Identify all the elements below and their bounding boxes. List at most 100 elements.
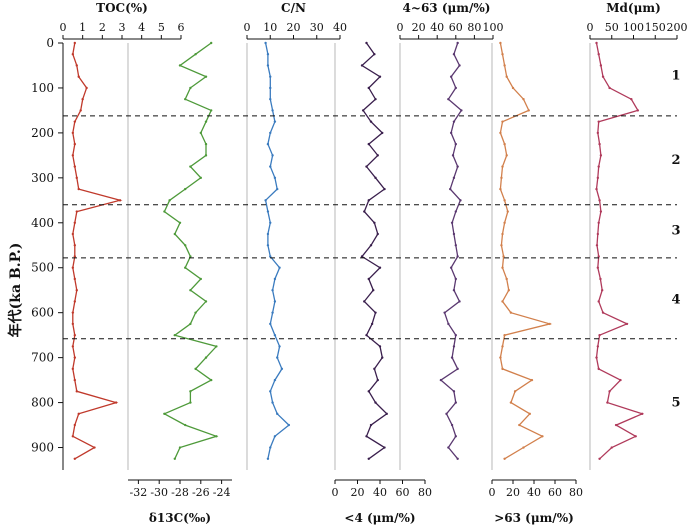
panel-2-point-15 [266,210,270,213]
panel-2-point-0 [264,41,267,45]
panel-1-point-31 [189,390,192,393]
panel-3-point-7 [369,120,373,123]
panel-0-point-16 [73,221,77,224]
panel-0: 0 1 2 3 4 5 6 TOC(%) [60,1,185,470]
panel-5-point-20 [501,266,504,269]
panel-4-point-37 [456,457,459,460]
panel-5-tick-label-4: 80 [569,486,583,499]
panel-5-point-4 [511,86,515,90]
panel-1-point-19 [189,255,192,258]
panel-5-point-13 [499,187,502,191]
panel-0-point-4 [85,86,88,90]
panel-5-point-5 [522,97,525,101]
panel-4-tick-label-5: 100 [483,21,504,34]
panel-1-point-16 [178,221,182,224]
panel-6-point-3 [601,75,605,78]
panel-6-series-line [595,42,645,460]
panel-5-point-28 [499,356,502,359]
panel-4-point-9 [454,142,457,146]
panel-5-tick-label-3: 60 [548,486,562,499]
panel-1-point-30 [210,378,213,382]
panel-4-point-25 [447,322,450,326]
panel-0-point-15 [75,210,78,213]
panel-1-point-12 [199,176,202,180]
panel-5-point-29 [501,367,504,371]
panel-3-tick-label-3: 60 [396,486,410,499]
panel-4-point-14 [459,199,462,202]
panel-4-point-3 [449,75,453,78]
panel-6-point-13 [595,187,598,191]
panel-5-point-25 [548,322,551,326]
panel-5-point-10 [505,154,508,157]
panel-6-tick-label-0: 0 [587,21,594,34]
panel-3-point-25 [370,322,374,326]
panel-3-point-11 [365,165,368,168]
panel-5-point-24 [509,311,513,314]
panel-1-series-line [162,42,219,460]
panel-6-point-20 [596,266,600,269]
panel-1-point-20 [184,266,187,269]
panel-4-point-16 [450,221,454,224]
panel-5-point-26 [503,333,506,337]
panel-6-point-4 [608,86,611,90]
panel-3-tick-label-2: 40 [373,486,387,499]
panel-5-series-line [499,42,553,460]
panel-5-point-7 [501,120,504,123]
panel-4-point-7 [452,120,456,123]
panel-4-point-29 [456,367,459,371]
panel-0-point-33 [77,412,80,416]
panel-4-point-12 [452,176,456,180]
y-axis-label: 年代(ka B.P.) [7,243,24,338]
panel-0-point-0 [73,41,77,45]
panel-3-point-37 [367,457,370,460]
panel-0-point-5 [81,97,84,101]
panel-0-point-14 [118,199,122,202]
panel-5-point-2 [503,64,506,67]
panel-6-point-8 [596,131,600,135]
panel-4-tick-label-0: 0 [397,21,404,34]
y-tick-label-4: 400 [31,216,54,230]
panel-1-point-33 [163,412,166,416]
panel-0-point-10 [71,154,75,157]
panel-5-point-33 [528,412,531,416]
panel-0-point-23 [73,300,77,303]
panel-0-point-32 [114,401,118,404]
panel-6-point-30 [619,378,622,382]
zone-boundaries [63,115,677,340]
panel-4-point-17 [452,232,456,236]
panel-0-point-36 [93,446,96,449]
panel-3-point-26 [365,333,368,337]
panel-2-tick-label-2: 20 [287,21,301,34]
panel-3: 0 20 40 60 80<4 (μm/%) [332,41,432,525]
panel-0-point-3 [77,75,80,78]
panel-6-point-26 [598,333,601,337]
panel-4-point-26 [454,333,457,337]
panel-3-point-5 [374,97,377,101]
panel-6-tick-label-4: 200 [667,21,688,34]
y-tick-label-6: 600 [31,306,54,320]
zone-label-1: 2 [671,153,680,168]
panel-0-tick-label-0: 0 [60,21,67,34]
panel-4-point-22 [452,289,456,292]
panel-5-point-8 [499,131,502,135]
panel-3-point-32 [374,401,377,404]
panel-4-point-4 [454,86,457,90]
panel-6-point-15 [599,210,603,213]
panel-2-point-33 [276,412,279,416]
panel-4-point-6 [460,109,463,112]
panel-1-point-34 [184,423,187,427]
panel-5-tick-label-1: 20 [506,486,520,499]
panel-4-point-19 [456,255,459,258]
panel-2-point-17 [266,232,270,236]
panel-0-point-2 [75,64,78,67]
panel-2-point-29 [280,367,284,371]
zone-labels: 1 2 3 4 5 [671,68,680,410]
panel-0-point-34 [73,423,77,427]
panel-4-series-line [439,42,463,460]
panel-2-point-10 [271,154,274,157]
panel-4-tick-label-4: 80 [467,21,481,34]
panel-6-point-21 [599,277,602,281]
panel-2: 0 10 20 30 40 C/N [244,1,347,470]
panel-4-point-20 [449,266,453,269]
